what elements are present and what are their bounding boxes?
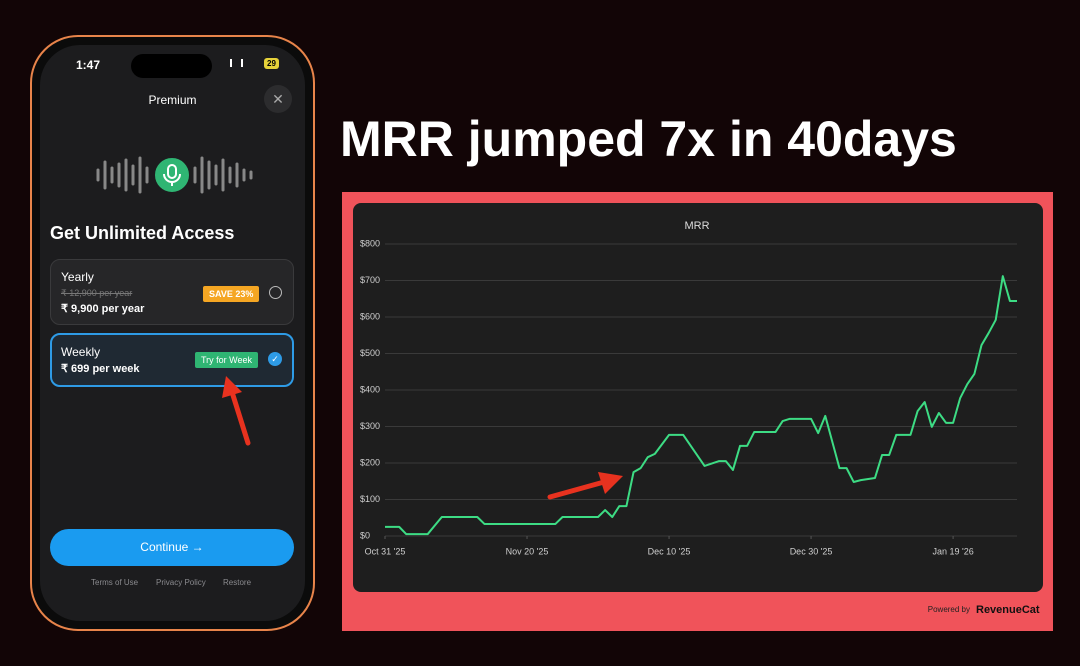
powered-by: Powered by xyxy=(928,605,970,614)
y-tick-label: $600 xyxy=(360,311,380,321)
signal-icon xyxy=(230,59,243,67)
plan-name: Yearly xyxy=(61,270,94,284)
button-label: Continue xyxy=(140,540,189,554)
headline: MRR jumped 7x in 40days xyxy=(340,111,957,167)
heading: Get Unlimited Access xyxy=(50,223,235,243)
plan-card[interactable]: Yearly ₹ 12,900 per year ₹ 9,900 per yea… xyxy=(50,259,294,325)
x-tick-label: Dec 10 '25 xyxy=(648,546,691,556)
chart-title: MRR xyxy=(684,220,709,232)
x-tick-label: Nov 20 '25 xyxy=(506,546,549,556)
x-tick-label: Dec 30 '25 xyxy=(790,546,833,556)
status-time: 1:47 xyxy=(76,58,101,72)
waveform-icon xyxy=(96,156,253,194)
link[interactable]: Terms of Use xyxy=(91,578,139,587)
phone-screen: 1:47 29 Premium ✕ Get Unlimited Access Y… xyxy=(40,45,305,621)
link[interactable]: Privacy Policy xyxy=(156,578,206,587)
y-tick-label: $500 xyxy=(360,348,380,358)
y-tick-label: $800 xyxy=(360,238,380,248)
plan-badge: Try for Week xyxy=(195,352,259,368)
x-tick-label: Jan 19 '26 xyxy=(932,546,973,556)
y-tick-label: $200 xyxy=(360,457,380,467)
annotation-arrow-head xyxy=(598,472,623,494)
old-price: ₹ 12,900 per year xyxy=(61,288,133,298)
continue-button[interactable]: Continue → xyxy=(50,529,294,566)
y-tick-label: $0 xyxy=(360,530,370,540)
y-tick-label: $700 xyxy=(360,275,380,285)
radio xyxy=(269,286,282,299)
check: ✓ xyxy=(268,352,282,366)
link[interactable]: Restore xyxy=(223,578,252,587)
plot-panel xyxy=(353,203,1043,592)
plan-name: Weekly xyxy=(61,345,101,359)
plan-card[interactable]: Weekly ₹ 699 per week Try for Week ✓ xyxy=(50,333,294,387)
battery: 29 xyxy=(264,58,279,69)
y-tick-label: $100 xyxy=(360,494,380,504)
dynamic-island xyxy=(131,54,212,78)
screen-title: Premium xyxy=(148,93,197,107)
close-button[interactable]: ✕ xyxy=(264,85,292,113)
x-tick-label: Oct 31 '25 xyxy=(365,546,406,556)
y-tick-label: $300 xyxy=(360,421,380,431)
annotation-arrow xyxy=(547,479,607,500)
brand: RevenueCat xyxy=(976,604,1040,616)
plan-badge: SAVE 23% xyxy=(203,286,260,302)
chart: MRR Powered by RevenueCat $0 $100 $200 $300… xyxy=(342,192,1053,631)
mrr-line xyxy=(385,275,1017,536)
plan-price: ₹ 9,900 per year xyxy=(61,303,145,315)
y-tick-label: $400 xyxy=(360,384,380,394)
plan-price: ₹ 699 per week xyxy=(61,363,140,375)
